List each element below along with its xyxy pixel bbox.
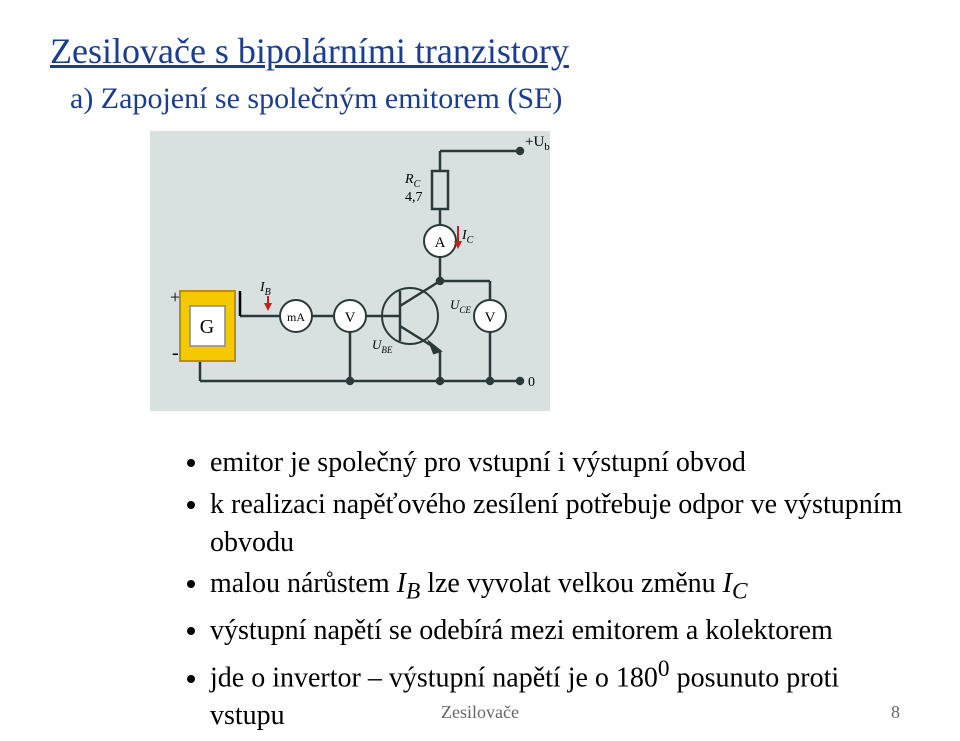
generator-icon: G	[180, 291, 235, 361]
svg-text:G: G	[200, 316, 214, 338]
svg-text:A: A	[435, 235, 446, 251]
svg-text:4,7: 4,7	[405, 190, 423, 205]
bullet-item: k realizaci napěťového zesílení potřebuj…	[210, 486, 910, 562]
bullet-item: jde o invertor – výstupní napětí je o 18…	[210, 654, 910, 735]
page-title: Zesilovače s bipolárními tranzistory	[50, 30, 910, 72]
svg-text:-: -	[172, 342, 179, 364]
bullet-item: emitor je společný pro vstupní i výstupn…	[210, 444, 910, 482]
svg-text:mA: mA	[287, 310, 305, 324]
subtitle: a) Zapojení se společným emitorem (SE)	[70, 82, 910, 116]
bullet-list: emitor je společný pro vstupní i výstupn…	[170, 444, 910, 735]
svg-text:V: V	[485, 310, 496, 326]
circuit-diagram: G + - mA V A V +Ub RC 4,7 IB IC UBE UCE …	[150, 131, 910, 416]
svg-text:V: V	[345, 310, 356, 326]
page-number: 8	[891, 702, 900, 723]
footer-text: Zesilovače	[0, 702, 960, 723]
bullet-item: malou nárůstem IB lze vyvolat velkou změ…	[210, 565, 910, 608]
bullet-item: výstupní napětí se odebírá mezi emitorem…	[210, 612, 910, 650]
svg-text:0: 0	[528, 375, 535, 390]
svg-text:+: +	[170, 287, 180, 307]
